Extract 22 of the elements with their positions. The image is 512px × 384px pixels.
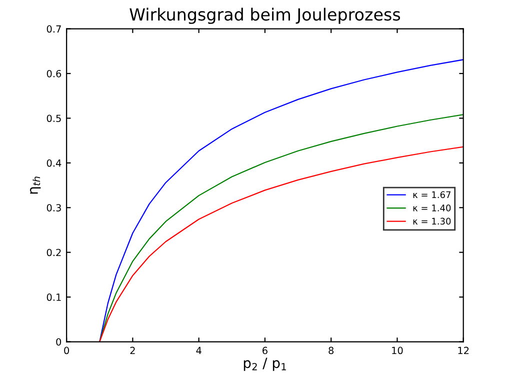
y-tick-label: 0 xyxy=(56,338,62,346)
y-tick-label: 0.5 xyxy=(46,114,61,122)
x-tick-label: 8 xyxy=(328,346,334,354)
x-tick-label: 10 xyxy=(392,346,403,354)
y-tick-label: 0.6 xyxy=(46,70,62,78)
x-tick-label: 2 xyxy=(130,346,135,354)
y-tick-label: 0.1 xyxy=(46,294,61,301)
y-tick-label: 0.4 xyxy=(46,159,62,167)
line-series xyxy=(99,59,464,342)
x-tick-label: 0 xyxy=(64,346,70,354)
legend-label: κ = 1.67 xyxy=(413,191,450,198)
x-tick-label: 12 xyxy=(458,346,469,354)
chart-title: Wirkungsgrad beim Jouleprozess xyxy=(130,8,400,24)
y-axis-title: η$_{th}$ xyxy=(30,176,41,194)
y-tick-label: 0.3 xyxy=(46,204,61,212)
x-axis-title: p$_{2}$ / p$_{1}$ xyxy=(244,358,286,371)
x-tick-label: 6 xyxy=(262,346,268,354)
x-tick-label: 4 xyxy=(196,346,202,354)
legend-label: κ = 1.30 xyxy=(413,218,451,225)
y-tick-label: 0.7 xyxy=(46,25,61,33)
y-tick-label: 0.2 xyxy=(46,248,61,256)
legend-label: κ = 1.40 xyxy=(413,204,451,212)
